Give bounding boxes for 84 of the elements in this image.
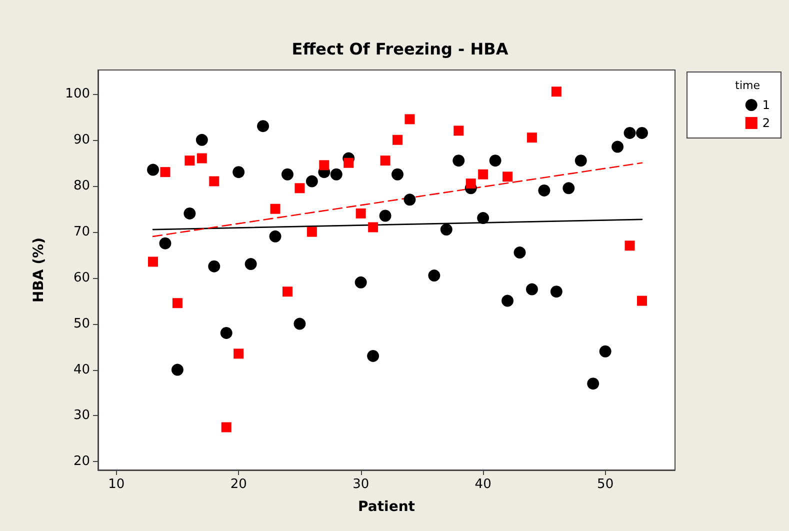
- point: [367, 350, 380, 362]
- point: [489, 154, 502, 167]
- point: [428, 270, 440, 282]
- point: [172, 298, 182, 308]
- point: [294, 318, 306, 330]
- point: [514, 246, 526, 259]
- point: [160, 167, 170, 178]
- point: [281, 168, 294, 180]
- point: [306, 175, 318, 188]
- point: [306, 226, 317, 237]
- point: [354, 276, 367, 288]
- point: [380, 156, 390, 166]
- x-axis-title: Patient: [358, 499, 416, 515]
- point: [234, 348, 244, 359]
- point: [612, 140, 624, 153]
- point: [147, 164, 160, 176]
- point: [526, 283, 538, 296]
- y-tick-label: 90: [73, 132, 90, 148]
- point: [232, 166, 245, 178]
- point: [599, 345, 612, 358]
- legend-label: 2: [762, 116, 770, 130]
- y-tick-label: 80: [73, 178, 90, 194]
- point: [392, 168, 404, 180]
- point: [344, 158, 354, 168]
- x-tick-label: 40: [474, 477, 492, 492]
- point: [196, 153, 207, 164]
- point: [379, 210, 392, 222]
- point: [478, 169, 488, 180]
- chart-title: Effect Of Freezing - HBA: [292, 40, 509, 58]
- y-tick-label: 20: [73, 454, 90, 470]
- point: [636, 126, 648, 139]
- point: [270, 204, 280, 214]
- point: [392, 134, 402, 145]
- point: [269, 230, 282, 242]
- point: [404, 194, 416, 206]
- point: [356, 208, 366, 218]
- point: [282, 286, 292, 297]
- point: [477, 212, 490, 224]
- y-tick-label: 100: [65, 86, 90, 102]
- point: [452, 154, 465, 167]
- point: [636, 296, 647, 306]
- point: [440, 224, 452, 236]
- point: [209, 176, 220, 186]
- x-tick-label: 30: [352, 477, 370, 492]
- point: [526, 132, 537, 143]
- point: [538, 184, 550, 196]
- point: [244, 258, 257, 270]
- y-tick-label: 70: [73, 224, 90, 240]
- point: [368, 222, 378, 232]
- point: [587, 378, 600, 390]
- point: [171, 364, 184, 376]
- y-tick-label: 30: [73, 408, 90, 424]
- point: [257, 120, 270, 132]
- legend-label: 1: [762, 98, 770, 112]
- point: [502, 294, 514, 307]
- point: [330, 168, 342, 180]
- point: [196, 134, 208, 146]
- point: [221, 422, 232, 432]
- point: [220, 326, 232, 339]
- point: [319, 160, 330, 170]
- y-tick-label: 40: [73, 362, 90, 378]
- point: [208, 260, 220, 272]
- point: [404, 114, 415, 124]
- legend-title: time: [735, 79, 760, 92]
- y-axis-title: HBA (%): [31, 238, 47, 302]
- x-tick-label: 20: [230, 477, 247, 492]
- point: [294, 183, 305, 194]
- x-tick-label: 50: [597, 477, 614, 492]
- point: [624, 126, 636, 139]
- point: [550, 286, 562, 298]
- y-tick-label: 60: [73, 270, 90, 286]
- point: [502, 172, 513, 182]
- point: [562, 182, 575, 194]
- point: [184, 207, 196, 220]
- point: [148, 256, 158, 267]
- point: [551, 86, 562, 97]
- point: [159, 237, 172, 250]
- point: [574, 154, 587, 167]
- point: [624, 240, 635, 251]
- point: [184, 156, 195, 166]
- y-tick-label: 50: [73, 316, 90, 332]
- point: [454, 126, 464, 136]
- point: [466, 178, 476, 189]
- x-tick-label: 10: [108, 477, 125, 492]
